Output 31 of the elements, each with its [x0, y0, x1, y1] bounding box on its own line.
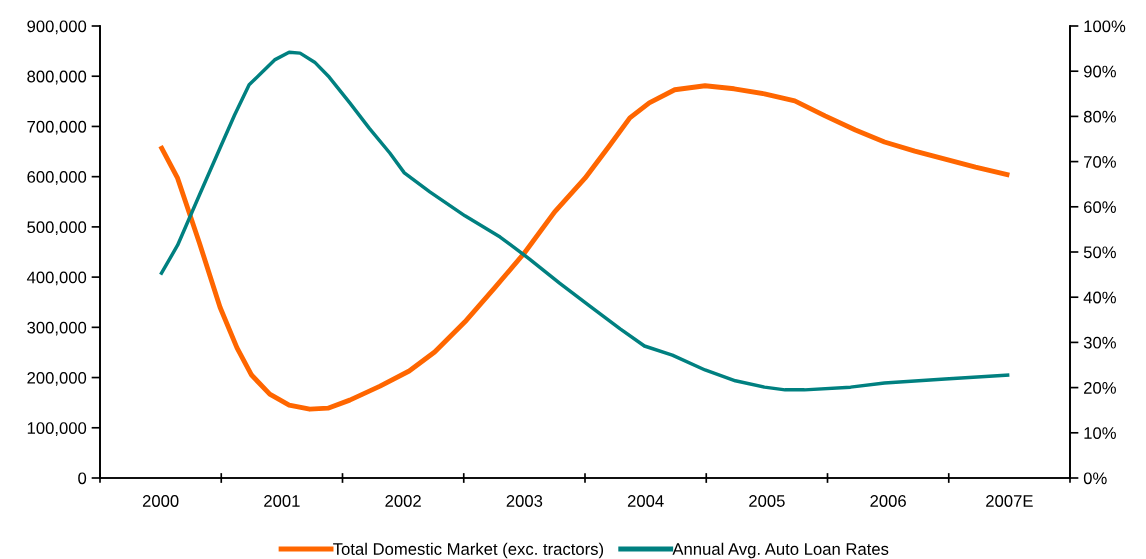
y-tick-label: 200,000	[27, 371, 87, 386]
y2-tick-label: 100%	[1084, 20, 1126, 33]
x-tick-label: 2001	[264, 495, 300, 507]
y2-tick-label: 50%	[1083, 246, 1116, 259]
y-tick-label: 700,000	[27, 120, 87, 135]
y2-tick-label: 20%	[1084, 382, 1116, 394]
y-tick-label: 500,000	[27, 221, 87, 236]
y2-tick-label: 70%	[1084, 156, 1116, 168]
x-tick-label: 2005	[749, 495, 785, 507]
y-tick-label: 800,000	[27, 70, 87, 85]
legend-label: Total Domestic Market (exc. tractors)	[333, 542, 604, 559]
y-tick-label: 100,000	[27, 422, 87, 436]
y2-tick-label: 10%	[1084, 427, 1116, 439]
y2-tick-label: 90%	[1083, 65, 1116, 78]
y-tick-label: 0	[78, 472, 87, 485]
y2-tick-label: 80%	[1083, 110, 1116, 123]
x-tick-label: 2000	[142, 495, 179, 507]
x-tick-label: 2006	[870, 495, 906, 507]
y-tick-label: 900,000	[27, 20, 87, 35]
y2-tick-label: 30%	[1083, 336, 1116, 349]
y-tick-label: 600,000	[27, 171, 87, 185]
y-tick-label: 400,000	[26, 271, 87, 286]
x-tick-label: 2004	[627, 495, 664, 507]
x-tick-label: 2007E	[986, 495, 1033, 507]
x-tick-label: 2002	[385, 495, 421, 507]
x-tick-label: 2003	[506, 495, 543, 507]
y2-tick-label: 0%	[1083, 472, 1107, 485]
y2-tick-label: 60%	[1084, 201, 1116, 213]
y2-tick-label: 40%	[1083, 291, 1116, 304]
y-tick-label: 300,000	[27, 321, 87, 336]
legend-label: Annual Avg. Auto Loan Rates	[672, 542, 889, 559]
